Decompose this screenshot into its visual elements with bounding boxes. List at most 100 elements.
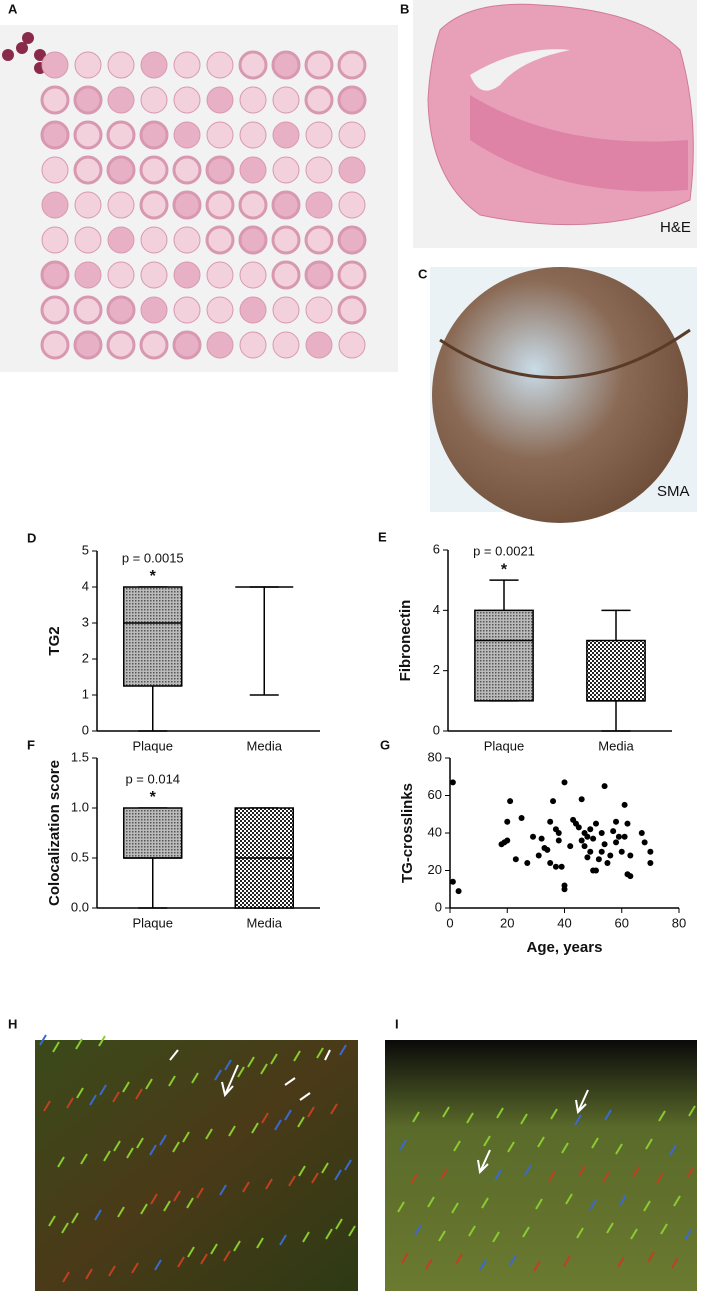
point (555, 837, 562, 844)
fiber (76, 1087, 84, 1099)
fiber (214, 1069, 222, 1081)
fiber (265, 1178, 273, 1190)
x-tick-label: 0 (446, 915, 453, 930)
fiber (334, 1169, 342, 1181)
fiber (397, 1201, 405, 1213)
x-tick-label: Plaque (133, 738, 173, 753)
fiber (591, 1137, 599, 1149)
fiber (414, 1224, 422, 1236)
fiber (565, 1193, 573, 1205)
image-h (35, 1040, 358, 1291)
y-tick-label: 1.5 (71, 749, 89, 764)
point (578, 796, 585, 803)
section (304, 260, 334, 290)
significance-marker: * (150, 568, 157, 585)
section (139, 155, 169, 185)
fiber (321, 1162, 329, 1174)
fiber (205, 1128, 213, 1140)
point (641, 839, 648, 846)
fiber (455, 1253, 463, 1265)
section (304, 225, 334, 255)
x-tick-label: Media (247, 915, 283, 930)
point (455, 888, 462, 895)
section (206, 261, 234, 289)
fiber (481, 1197, 489, 1209)
fiber (223, 1250, 231, 1262)
section (206, 331, 234, 359)
fiber (561, 1142, 569, 1154)
section (107, 191, 135, 219)
fiber (52, 1041, 60, 1053)
section (305, 156, 333, 184)
arrows (169, 1049, 589, 1175)
fiber (48, 1215, 56, 1227)
section (173, 51, 201, 79)
dot (34, 49, 46, 61)
section (272, 121, 300, 149)
fiber (658, 1110, 666, 1122)
section (305, 331, 333, 359)
section (271, 50, 301, 80)
fiber (348, 1225, 356, 1237)
x-tick-label: Media (247, 738, 283, 753)
section (74, 51, 102, 79)
section (337, 50, 367, 80)
panel-label: A (8, 1, 18, 16)
fiber (113, 1140, 121, 1152)
fiber (98, 1035, 106, 1047)
point (598, 830, 605, 836)
box (123, 586, 183, 687)
section (140, 86, 168, 114)
point (615, 833, 622, 840)
section (173, 261, 201, 289)
fiber (191, 1072, 199, 1084)
box (586, 639, 646, 702)
y-tick-label: 1.0 (71, 799, 89, 814)
fiber (410, 1173, 418, 1185)
section (337, 225, 367, 255)
point (504, 837, 511, 844)
fiber (522, 1226, 530, 1238)
dot (16, 42, 28, 54)
section (271, 225, 301, 255)
y-tick-label: 2 (82, 650, 89, 665)
x-tick-label: 60 (615, 915, 629, 930)
fiber (182, 1131, 190, 1143)
point (504, 818, 511, 825)
section (338, 156, 366, 184)
fiber (237, 1066, 245, 1078)
panel-label: B (400, 1, 409, 16)
section (239, 261, 267, 289)
section (173, 226, 201, 254)
section (271, 260, 301, 290)
fiber (261, 1112, 269, 1124)
point (592, 867, 599, 874)
fiber (57, 1156, 65, 1168)
y-tick-label: 6 (433, 541, 440, 556)
point (595, 856, 602, 863)
fiber (496, 1107, 504, 1119)
fiber (451, 1202, 459, 1214)
point (627, 873, 634, 880)
section (140, 226, 168, 254)
section (305, 121, 333, 149)
point (607, 852, 614, 859)
fiber (80, 1153, 88, 1165)
fiber (200, 1253, 208, 1265)
fiber (673, 1195, 681, 1207)
fiber (453, 1140, 461, 1152)
image-label: H&E (660, 219, 691, 236)
point (584, 833, 591, 840)
y-tick-label: 0 (433, 722, 440, 737)
dot (22, 32, 34, 44)
point (507, 798, 514, 805)
point (647, 860, 654, 866)
fiber (126, 1147, 134, 1159)
point (512, 856, 519, 863)
fiber (135, 1088, 143, 1100)
fiber (219, 1184, 227, 1196)
fiber (325, 1228, 333, 1240)
panel-label: I (395, 1016, 399, 1031)
y-axis-label: Colocalization score (46, 760, 63, 906)
section (73, 295, 103, 325)
